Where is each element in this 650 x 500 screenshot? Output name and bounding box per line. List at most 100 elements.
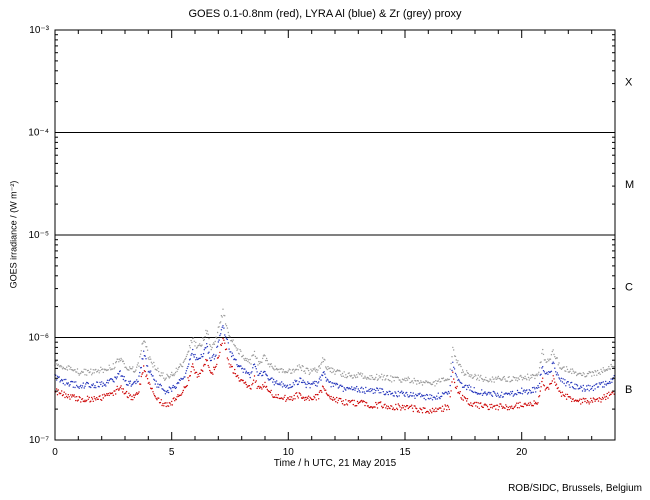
data-point [57,389,59,391]
data-point [421,394,423,396]
data-point [510,407,512,409]
data-point [599,383,601,386]
data-point [213,343,216,345]
data-point [129,394,132,396]
data-point [529,390,531,392]
data-point [139,371,141,374]
data-point [224,315,226,317]
data-point [199,357,202,359]
data-point [446,392,448,394]
data-point [225,325,228,327]
data-point [66,383,69,385]
data-point [312,398,314,401]
data-point [299,366,301,368]
data-point [237,377,240,379]
data-point [149,356,151,358]
data-point [368,388,370,391]
data-point [214,340,216,343]
data-point [90,368,92,370]
data-point [163,377,165,379]
data-point [396,408,399,411]
data-point [133,396,135,399]
data-point [305,386,307,389]
data-point [499,378,501,380]
data-point [581,398,583,401]
data-point [542,353,545,356]
data-point [476,392,478,394]
data-point [242,354,244,357]
data-point [128,392,130,394]
data-point [389,380,391,382]
data-point [302,379,304,381]
data-point [244,372,247,374]
data-point [187,351,189,353]
data-point [341,385,344,387]
data-point [131,368,133,370]
data-point [434,385,436,387]
data-point [382,376,384,378]
data-point [459,363,461,366]
data-point [369,375,371,377]
y-tick-label: 10⁻⁶ [28,333,49,344]
data-point [174,373,176,375]
data-point [264,381,266,384]
data-point [557,387,559,389]
data-point [125,367,128,369]
data-point [295,380,297,383]
data-point [361,399,363,402]
data-point [382,391,384,393]
data-point [395,392,397,394]
series-lyra-zr-proxy [54,308,615,387]
data-point [572,398,574,400]
data-point [221,342,223,345]
data-point [344,388,346,390]
data-point [89,371,91,373]
data-point [248,359,250,361]
data-point [342,375,344,377]
data-point [273,384,275,386]
data-point [444,404,446,406]
data-point [326,393,328,396]
data-point [325,389,327,391]
data-point [532,391,534,393]
data-point [123,363,125,365]
data-point [176,370,178,373]
data-point [576,374,578,377]
data-point [518,378,520,381]
data-point [291,372,293,374]
data-point [384,403,386,405]
data-point [521,376,523,378]
data-point [461,394,464,397]
data-point [65,368,67,370]
data-point [538,382,541,385]
data-point [153,378,155,380]
data-point [332,385,335,387]
data-point [481,394,484,396]
data-point [394,408,396,411]
data-point [552,361,554,363]
data-point [281,397,283,399]
data-point [481,405,483,407]
data-point [195,357,198,359]
data-point [117,388,119,390]
data-point [377,389,379,391]
data-point [231,352,233,354]
data-point [516,407,519,409]
data-point [66,369,69,371]
data-point [216,337,218,339]
data-point [122,391,124,393]
data-point [401,407,403,409]
data-point [461,371,463,374]
data-point [224,323,227,325]
data-point [480,402,482,404]
data-point [241,367,244,369]
data-point [306,396,308,398]
data-point [56,364,59,367]
data-point [214,366,216,369]
data-point [453,381,456,384]
data-point [340,398,342,400]
data-point [453,349,455,351]
data-point [84,374,86,376]
data-point [258,360,260,363]
data-point [276,367,278,370]
